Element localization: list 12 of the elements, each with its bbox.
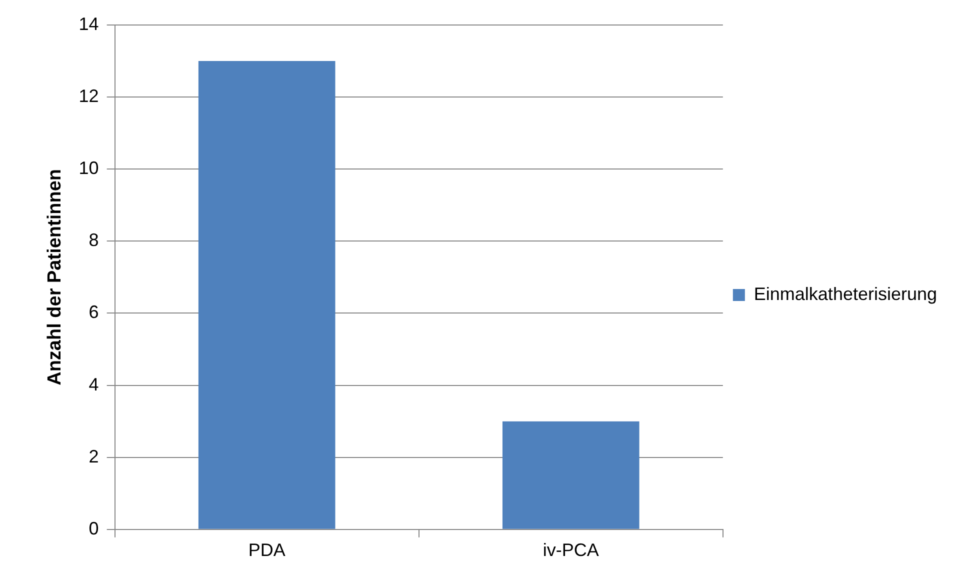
y-tick-label: 6 [88, 302, 99, 322]
x-tick-label: iv-PCA [542, 540, 599, 560]
y-tick-label: 0 [88, 518, 99, 538]
y-axis-title: Anzahl der Patientinnen [44, 168, 66, 386]
y-tick-label: 12 [78, 86, 99, 106]
legend-label: Einmalkatheterisierung [754, 284, 937, 304]
y-tick-label: 4 [88, 374, 99, 394]
x-tick-label: PDA [248, 540, 286, 560]
y-tick-label: 14 [78, 14, 99, 34]
y-tick-label: 2 [88, 446, 99, 466]
y-tick-label: 10 [78, 158, 99, 178]
y-tick-label: 8 [88, 230, 99, 250]
